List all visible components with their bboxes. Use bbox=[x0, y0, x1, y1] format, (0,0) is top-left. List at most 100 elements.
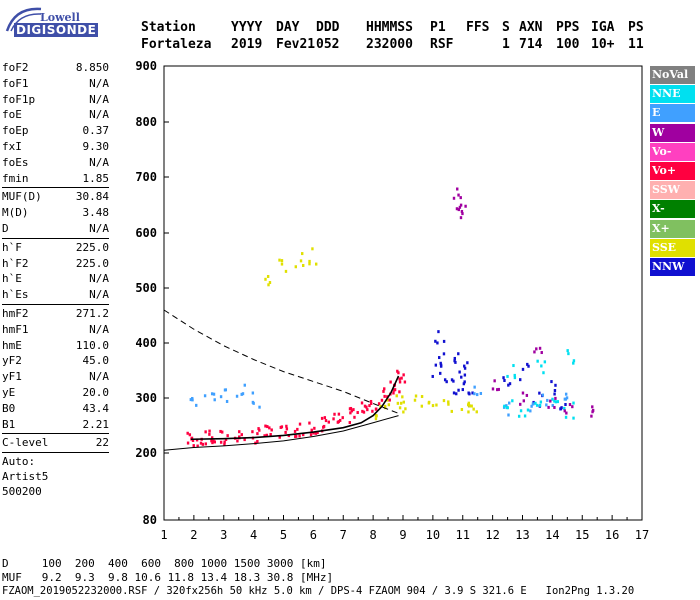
echo-point-sse bbox=[280, 259, 284, 263]
echo-point-vo bbox=[308, 421, 311, 425]
echo-point-w bbox=[457, 208, 460, 212]
y-tick-label: 400 bbox=[135, 336, 157, 350]
echo-point-sse bbox=[284, 269, 288, 273]
param-value: 22 bbox=[95, 436, 109, 450]
echo-point-nne bbox=[506, 374, 509, 378]
x-tick-label: 7 bbox=[340, 528, 347, 542]
echo-point-w bbox=[522, 399, 526, 403]
echo-point-w bbox=[571, 405, 574, 409]
param-value: 0.37 bbox=[82, 124, 110, 138]
echo-point-vo bbox=[350, 409, 354, 413]
echo-point-vo bbox=[383, 387, 386, 391]
header-value: RSF bbox=[430, 37, 454, 52]
dashed-curve bbox=[163, 309, 399, 414]
echo-point-sse bbox=[467, 401, 471, 405]
echo-point-vo bbox=[294, 435, 297, 439]
param-row: C-level 22 bbox=[2, 435, 109, 451]
echo-point-e bbox=[235, 394, 239, 398]
echo-point-vo bbox=[293, 429, 297, 433]
echo-point-vo bbox=[400, 376, 403, 380]
echo-point-vo bbox=[365, 405, 368, 409]
param-name: MUF(D) bbox=[2, 190, 42, 204]
echo-point-nnw bbox=[521, 367, 525, 371]
echo-point-sse bbox=[413, 398, 417, 402]
echo-point-vo bbox=[224, 438, 228, 442]
echo-point-e bbox=[473, 392, 476, 396]
echo-point-vo bbox=[316, 431, 319, 435]
echo-point-sse bbox=[435, 403, 438, 407]
echo-point-w bbox=[591, 405, 594, 409]
param-row: foF2 8.850 bbox=[2, 60, 109, 76]
echo-point-w bbox=[538, 346, 542, 350]
echo-point-vo bbox=[309, 433, 313, 437]
param-value: 20.0 bbox=[82, 385, 110, 399]
echo-point-vo bbox=[285, 424, 288, 428]
echo-point-nnw bbox=[461, 388, 465, 392]
echo-point-vo bbox=[369, 399, 373, 403]
param-value: 9.30 bbox=[82, 139, 110, 153]
echo-point-vo bbox=[366, 408, 369, 412]
echo-point-vo bbox=[386, 395, 389, 399]
echo-point-e bbox=[219, 395, 223, 399]
param-name: D bbox=[2, 221, 9, 235]
param-value: 8.850 bbox=[75, 61, 109, 74]
echo-point-nnw bbox=[554, 383, 557, 387]
echo-point-nnw bbox=[463, 364, 466, 368]
header-label: Station bbox=[141, 20, 196, 35]
x-tick-label: 12 bbox=[485, 528, 499, 542]
echo-point-w bbox=[535, 347, 538, 351]
echo-point-nnw bbox=[452, 379, 455, 383]
echo-point-nne bbox=[564, 415, 568, 419]
echo-point-sse bbox=[264, 277, 267, 281]
param-name: hmF2 bbox=[2, 306, 29, 320]
param-value: 3.48 bbox=[82, 206, 110, 220]
echo-point-w bbox=[461, 212, 464, 216]
echo-point-vo bbox=[356, 411, 359, 415]
echo-point-nne bbox=[572, 359, 576, 363]
echo-point-w bbox=[590, 414, 593, 418]
echo-point-vo bbox=[219, 429, 222, 433]
echo-point-nnw bbox=[439, 371, 442, 375]
echo-point-nnw bbox=[437, 330, 440, 334]
legend-item-e: E bbox=[650, 104, 695, 123]
echo-point-nnw bbox=[460, 375, 463, 379]
echo-point-vo bbox=[285, 427, 289, 431]
echo-point-e bbox=[505, 404, 508, 408]
autoscaling-line3: 500200 bbox=[2, 485, 42, 499]
echo-point-nnw bbox=[457, 352, 460, 356]
echo-point-vo bbox=[201, 442, 205, 446]
echo-point-nnw bbox=[519, 378, 522, 382]
echo-point-vo bbox=[368, 404, 371, 408]
param-name: yF1 bbox=[2, 370, 22, 384]
echo-point-nnw bbox=[438, 356, 441, 360]
echo-point-vo bbox=[360, 401, 364, 405]
echo-point-vo bbox=[264, 424, 267, 428]
param-name: B1 bbox=[2, 417, 16, 431]
param-name: fxI bbox=[2, 139, 22, 153]
echo-point-nne bbox=[512, 364, 515, 368]
param-value: 225.0 bbox=[75, 240, 109, 254]
echo-point-vo bbox=[302, 433, 305, 437]
echo-point-nne bbox=[513, 376, 517, 380]
header-value: 1 bbox=[502, 37, 510, 52]
y-tick-label: 700 bbox=[135, 170, 157, 184]
echo-point-sse bbox=[431, 404, 435, 408]
echo-point-e bbox=[191, 398, 194, 402]
x-tick-label: 2 bbox=[190, 528, 197, 542]
param-row: B1 2.21 bbox=[2, 417, 109, 433]
echo-point-nne bbox=[536, 359, 539, 363]
echo-point-vo bbox=[211, 441, 214, 445]
echo-point-vo bbox=[266, 425, 269, 429]
profile-curve bbox=[190, 375, 400, 441]
param-name: M(D) bbox=[2, 206, 29, 220]
echo-point-w bbox=[554, 396, 557, 400]
x-tick-label: 1 bbox=[160, 528, 167, 542]
echo-point-sse bbox=[375, 414, 378, 418]
echo-point-vo bbox=[363, 404, 367, 408]
param-name: hmF1 bbox=[2, 322, 29, 336]
header-value: 232000 bbox=[366, 37, 413, 52]
echo-point-sse bbox=[420, 404, 424, 408]
header-value: Fev21 bbox=[276, 37, 316, 52]
param-name: foF2 bbox=[2, 61, 29, 74]
echo-point-vo bbox=[398, 377, 401, 381]
